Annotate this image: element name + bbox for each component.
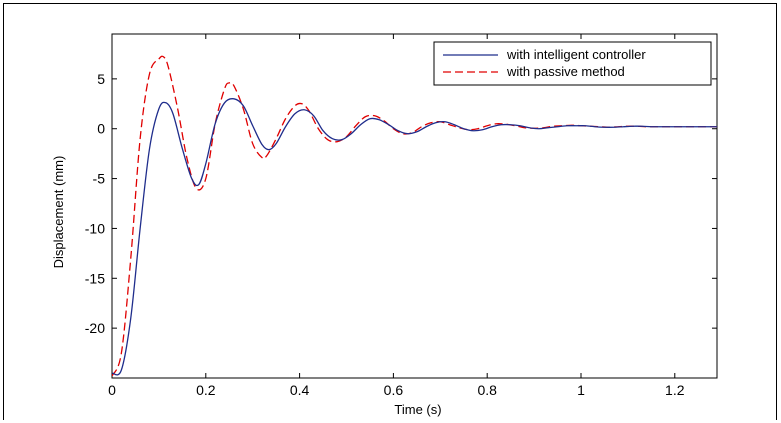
y-tick-label: 0 xyxy=(97,121,105,137)
x-tick-label: 0.8 xyxy=(477,382,497,398)
y-tick-label: -5 xyxy=(93,171,106,187)
tick-marks xyxy=(111,34,717,378)
legend: with intelligent controller with passive… xyxy=(433,41,712,86)
legend-label-intelligent: with intelligent controller xyxy=(506,47,646,62)
x-tick-label: 1 xyxy=(577,382,585,398)
x-tick-label: 0 xyxy=(108,382,116,398)
plot-area xyxy=(111,33,718,379)
y-tick-label: -10 xyxy=(85,220,105,236)
figure-frame xyxy=(3,3,777,420)
legend-label-passive: with passive method xyxy=(506,64,625,79)
y-tick-label: -15 xyxy=(85,270,105,286)
legend-box xyxy=(433,41,712,86)
x-tick-label: 0.2 xyxy=(196,382,216,398)
series-line-intelligent-controller xyxy=(112,97,717,376)
x-tick-labels: 0 0.2 0.4 0.6 0.8 1 1.2 xyxy=(108,382,685,398)
y-axis-label: Displacement (mm) xyxy=(51,156,66,269)
x-tick-label: 1.2 xyxy=(665,382,685,398)
y-tick-labels: -20 -15 -10 -5 0 5 xyxy=(85,71,105,336)
y-tick-label: -20 xyxy=(85,320,105,336)
x-tick-label: 0.4 xyxy=(290,382,310,398)
x-tick-label: 0.6 xyxy=(384,382,404,398)
y-tick-label: 5 xyxy=(97,71,105,87)
x-axis-label: Time (s) xyxy=(394,402,441,417)
series-lines xyxy=(112,55,717,377)
